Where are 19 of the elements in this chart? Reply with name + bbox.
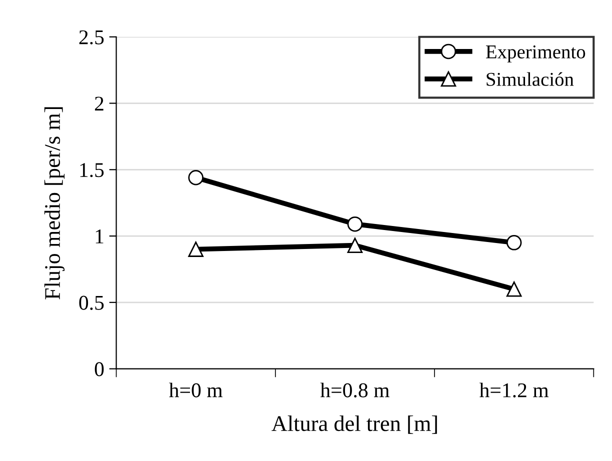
point <box>347 238 363 253</box>
point <box>188 242 204 257</box>
point <box>188 170 204 186</box>
x-tick-label: h=0 m <box>169 382 223 398</box>
y-tick-label: 1.5 <box>80 163 104 178</box>
point <box>347 216 363 232</box>
legend-label: Simulación <box>486 72 574 86</box>
y-tick-label: 2.5 <box>79 30 104 44</box>
y-tick-label: 2 <box>94 96 104 110</box>
x-tick-label: h=0.8 m <box>320 382 390 398</box>
y-axis-title: Flujo medio [per/s m] <box>44 107 65 300</box>
x-axis-title: Altura del tren [m] <box>272 415 437 434</box>
y-tick-label: 0 <box>94 362 104 376</box>
point <box>506 282 522 297</box>
y-tick-label: 0.5 <box>79 296 104 310</box>
legend-label: Experimento <box>486 45 586 62</box>
x-tick-label: h=1.2 m <box>479 382 549 398</box>
y-tick-label: 1 <box>96 230 104 244</box>
point <box>506 235 522 250</box>
